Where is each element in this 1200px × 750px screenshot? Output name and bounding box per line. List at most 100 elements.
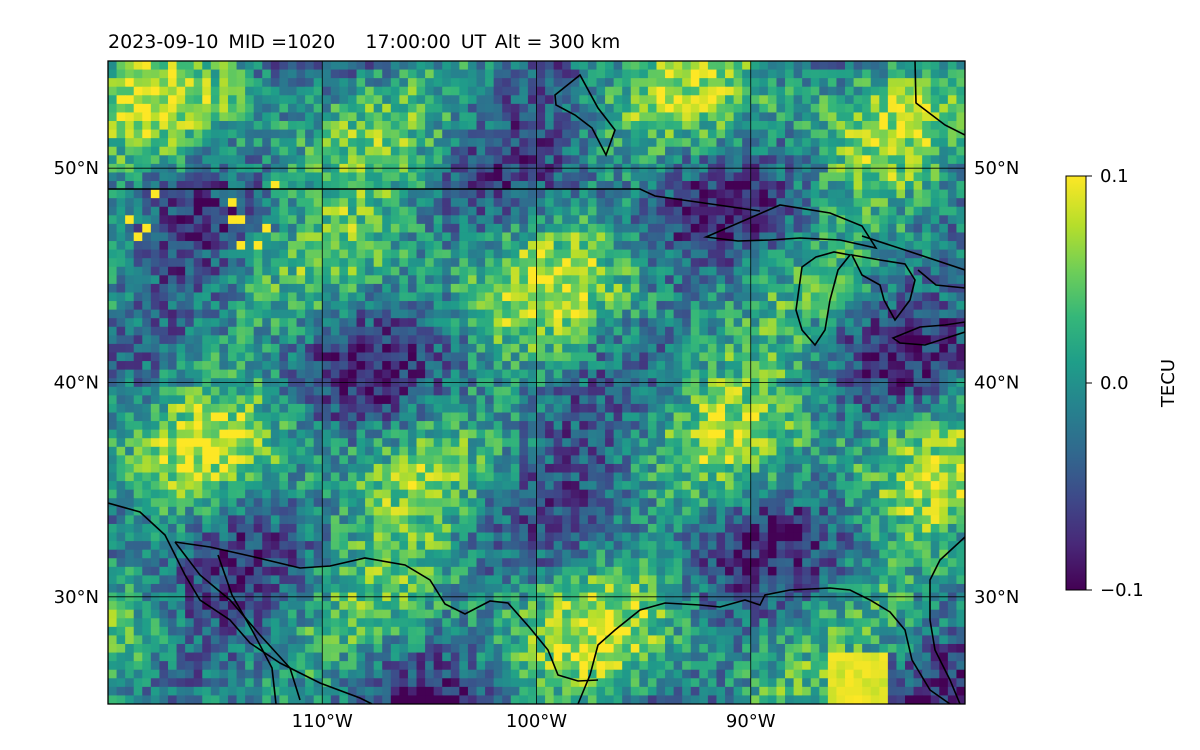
- heatmap-cell: [485, 61, 495, 71]
- heatmap-cell: [827, 232, 838, 242]
- heatmap-cell: [845, 352, 855, 362]
- heatmap-cell: [947, 241, 958, 251]
- heatmap-cell: [339, 446, 349, 456]
- heatmap-cell: [493, 352, 503, 362]
- heatmap-cell: [227, 421, 238, 431]
- heatmap-cell: [605, 326, 615, 336]
- heatmap-cell: [296, 335, 306, 345]
- heatmap-cell: [622, 232, 632, 242]
- heatmap-cell: [322, 283, 332, 294]
- heatmap-cell: [699, 421, 709, 431]
- heatmap-cell: [922, 172, 932, 182]
- heatmap-cell: [716, 369, 726, 379]
- heatmap-cell: [699, 352, 709, 362]
- heatmap-cell: [167, 155, 178, 165]
- heatmap-cell: [313, 403, 323, 414]
- heatmap-cell: [253, 472, 263, 482]
- heatmap-cell: [802, 421, 812, 431]
- heatmap-cell: [202, 412, 212, 422]
- heatmap-cell: [236, 335, 246, 345]
- heatmap-cell: [845, 412, 855, 422]
- heatmap-cell: [287, 129, 298, 139]
- heatmap-cell: [699, 309, 709, 319]
- heatmap-cell: [253, 138, 263, 148]
- heatmap-cell: [407, 301, 418, 311]
- heatmap-cell: [896, 146, 906, 156]
- heatmap-cell: [433, 206, 443, 216]
- heatmap-cell: [707, 112, 718, 122]
- heatmap-cell: [845, 189, 855, 199]
- heatmap-cell: [287, 198, 298, 208]
- heatmap-cell: [647, 172, 658, 182]
- heatmap-cell: [836, 189, 846, 199]
- heatmap-cell: [947, 198, 958, 208]
- heatmap-cell: [193, 283, 203, 294]
- heatmap-cell: [442, 403, 452, 414]
- heatmap-cell: [510, 335, 520, 345]
- heatmap-cell: [485, 352, 495, 362]
- heatmap-cell: [716, 446, 726, 456]
- heatmap-cell: [210, 301, 221, 311]
- heatmap-cell: [493, 181, 503, 191]
- heatmap-cell: [545, 223, 555, 234]
- heatmap-cell: [347, 121, 358, 131]
- heatmap-cell: [125, 369, 135, 379]
- heatmap-cell: [913, 361, 923, 371]
- heatmap-cell: [725, 61, 735, 71]
- heatmap-cell: [845, 275, 855, 285]
- heatmap-cell: [673, 69, 683, 79]
- heatmap-cell: [150, 241, 161, 251]
- heatmap-cell: [296, 421, 306, 431]
- heatmap-cell: [390, 189, 400, 199]
- heatmap-cell: [767, 292, 778, 302]
- heatmap-cell: [399, 61, 409, 71]
- heatmap-cell: [108, 403, 118, 414]
- heatmap-cell: [253, 223, 263, 234]
- heatmap-cell: [699, 138, 709, 148]
- heatmap-cell: [570, 206, 580, 216]
- heatmap-cell: [767, 446, 778, 456]
- heatmap-cell: [570, 241, 580, 251]
- heatmap-cell: [570, 369, 580, 379]
- heatmap-cell: [279, 189, 289, 199]
- heatmap-cell: [382, 429, 392, 439]
- heatmap-cell: [870, 103, 880, 114]
- heatmap-cell: [330, 292, 340, 302]
- heatmap-cell: [613, 412, 623, 422]
- heatmap-cell: [905, 283, 915, 294]
- heatmap-cell: [553, 318, 563, 328]
- heatmap-cell: [896, 189, 906, 199]
- heatmap-cell: [210, 472, 221, 482]
- heatmap-cell: [827, 463, 838, 474]
- heatmap-cell: [450, 69, 460, 79]
- heatmap-cell: [253, 455, 263, 465]
- heatmap-cell: [725, 421, 735, 431]
- heatmap-cell: [733, 69, 743, 79]
- heatmap-cell: [510, 69, 520, 79]
- heatmap-cell: [185, 249, 195, 259]
- heatmap-cell: [639, 206, 649, 216]
- heatmap-cell: [133, 241, 143, 251]
- heatmap-cell: [210, 121, 221, 131]
- heatmap-cell: [836, 352, 846, 362]
- heatmap-cell: [947, 472, 958, 482]
- heatmap-cell: [467, 318, 478, 328]
- heatmap-cell: [356, 95, 366, 105]
- heatmap-cell: [776, 103, 786, 114]
- heatmap-cell: [416, 146, 426, 156]
- heatmap-cell: [699, 155, 709, 165]
- heatmap-cell: [630, 386, 640, 396]
- heatmap-cell: [879, 335, 889, 345]
- heatmap-cell: [707, 421, 718, 431]
- heatmap-cell: [836, 112, 846, 122]
- heatmap-cell: [399, 481, 409, 491]
- heatmap-cell: [347, 103, 358, 114]
- heatmap-cell: [956, 326, 965, 336]
- heatmap-cell: [142, 146, 152, 156]
- heatmap-cell: [690, 309, 700, 319]
- heatmap-cell: [562, 301, 572, 311]
- heatmap-cell: [845, 335, 855, 345]
- heatmap-cell: [819, 352, 829, 362]
- heatmap-cell: [322, 223, 332, 234]
- heatmap-cell: [159, 326, 169, 336]
